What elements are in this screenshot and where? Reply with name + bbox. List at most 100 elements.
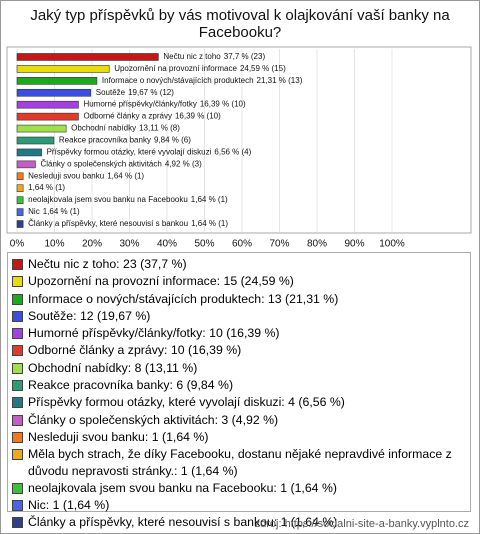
bar-value-label: 16,39 % (10): [175, 112, 221, 121]
legend-swatch: [12, 397, 23, 409]
x-tick-label: 60%: [232, 239, 252, 250]
legend-label: Odborné články a zprávy: 10 (16,39 %): [28, 343, 242, 358]
legend-swatch: [12, 362, 23, 374]
legend-swatch: [12, 431, 23, 443]
bar-value-label: 1,64 % (1): [43, 207, 80, 216]
legend-item: Nečtu nic z toho: 23 (37,7 %): [12, 256, 466, 272]
legend-label: neolajkovala jsem svou banku na Facebook…: [28, 480, 337, 495]
bar-label: Nečtu nic z toho 37,7 % (23): [163, 52, 265, 61]
legend-swatch: [12, 517, 23, 529]
chart-title: Jaký typ příspěvků by vás motivoval k ol…: [30, 7, 450, 41]
legend-item: Humorné příspěvky/články/fotky: 10 (16,3…: [12, 325, 466, 341]
bar-label: Humorné příspěvky/články/fotky 16,39 % (1…: [83, 100, 246, 109]
legend-item: Informace o nových/stávajících produktec…: [12, 291, 466, 307]
bar: [16, 88, 92, 97]
bar: [16, 220, 24, 228]
bar-value-label: 1,64 % (1): [191, 219, 228, 228]
bar-category: Články a příspěvky, které nesouvisí s ba…: [28, 219, 188, 228]
bar: [16, 112, 79, 121]
bar: [16, 77, 98, 85]
bar: [16, 196, 24, 204]
bar: [16, 53, 159, 61]
bar-value-label: 16,39 % (10): [200, 100, 246, 109]
x-tick-label: 30%: [119, 239, 139, 250]
bar-category: Nic: [28, 207, 40, 216]
x-tick-label: 0%: [10, 239, 25, 250]
bar-value-label: 9,84 % (6): [154, 136, 191, 145]
legend-label: Nečtu nic z toho: 23 (37,7 %): [28, 257, 187, 271]
x-tick-label: 10%: [44, 239, 64, 250]
legend-item: Články o společenských aktivitách: 3 (4,…: [12, 412, 466, 428]
legend-label: Články a příspěvky, které nesouvisí s ba…: [28, 515, 338, 530]
bar-category: Humorné příspěvky/články/fotky: [83, 100, 196, 109]
bar-label: Odborné články a zprávy 16,39 % (10): [83, 112, 221, 121]
bar-category: Nesleduji svou banku: [28, 171, 104, 180]
bar-category: Obchodní nabídky: [71, 124, 136, 133]
legend-item: Měla bych strach, že díky Facebooku, dos…: [12, 446, 466, 479]
x-tick-label: 50%: [194, 239, 214, 250]
legend-label: Příspěvky formou otázky, které vyvolají …: [28, 395, 345, 410]
legend-item: Reakce pracovníka banky: 6 (9,84 %): [12, 377, 466, 393]
x-tick-label: 70%: [269, 239, 289, 250]
bar-label: Soutěže 19,67 % (12): [96, 88, 175, 97]
bar-category: Reakce pracovníka banky: [59, 136, 151, 145]
bar-value-label: 6,56 % (4): [214, 148, 251, 157]
legend-swatch: [12, 380, 23, 392]
x-tick-label: 20%: [82, 239, 102, 250]
bar-category: Články o společenských aktivitách: [40, 159, 161, 168]
source: zdroj: https://socialni-site-a-banky.vyp…: [254, 518, 469, 530]
bar-label: neolajkovala jsem svou banku na Facebook…: [28, 195, 228, 204]
bar-label: Upozornění na provozní informace 24,59 % …: [114, 64, 286, 73]
bar-category: Informace o nových/stávajících produktec…: [102, 76, 254, 85]
bar-label: Obchodní nabídky 13,11 % (8): [71, 124, 180, 133]
bar-category: neolajkovala jsem svou banku na Facebook…: [28, 195, 188, 204]
x-tick-label: 90%: [344, 239, 364, 250]
legend-swatch: [12, 328, 23, 340]
legend-label: Soutěže: 12 (19,67 %): [28, 308, 151, 323]
bar-label: 1,64 % (1): [28, 183, 65, 192]
legend-label: Nesleduji svou banku: 1 (1,64 %): [28, 429, 209, 444]
legend-item: neolajkovala jsem svou banku na Facebook…: [12, 480, 466, 496]
legend-swatch: [12, 482, 23, 494]
bar-label: Nic 1,64 % (1): [28, 207, 80, 216]
bar-label: Informace o nových/stávajících produktec…: [102, 76, 303, 85]
legend-swatch: [12, 449, 23, 461]
legend-item: Nic: 1 (1,64 %): [12, 497, 466, 513]
legend-item: Příspěvky formou otázky, které vyvolají …: [12, 394, 466, 410]
legend-swatch: [12, 259, 23, 270]
bar: [16, 160, 36, 169]
bar: [16, 136, 55, 145]
bar: [16, 208, 24, 216]
plot-frame: [6, 46, 472, 234]
legend-item: Obchodní nabídky: 8 (13,11 %): [12, 360, 466, 376]
bar-value-label: 37,7 % (23): [224, 52, 266, 61]
bar-value-label: 1,64 % (1): [28, 183, 65, 192]
x-tick-label: 40%: [157, 239, 177, 250]
legend: Nečtu nic z toho: 23 (37,7 %) Upozornění …: [7, 252, 471, 529]
bar-label: Reakce pracovníka banky 9,84 % (6): [59, 136, 191, 145]
bar-category: Upozornění na provozní informace: [114, 64, 237, 73]
legend-label: Upozornění na provozní informace: 15 (24…: [28, 274, 294, 289]
legend-swatch: [12, 310, 23, 322]
x-tick-label: 80%: [307, 239, 327, 250]
legend-swatch: [12, 276, 23, 288]
bar-value-label: 19,67 % (12): [128, 88, 174, 97]
legend-item: Nesleduji svou banku: 1 (1,64 %): [12, 429, 466, 445]
legend-label: Informace o nových/stávajících produktec…: [28, 291, 339, 306]
legend-label: Obchodní nabídky: 8 (13,11 %): [28, 360, 198, 375]
bar-value-label: 13,11 % (8): [139, 124, 180, 133]
bar-category: Nečtu nic z toho: [163, 52, 221, 61]
legend-label: Reakce pracovníka banky: 6 (9,84 %): [28, 378, 234, 393]
bar-label: Příspěvky formou otázky, které vyvolají …: [47, 148, 252, 157]
bar: [16, 172, 24, 181]
bar: [16, 184, 24, 193]
bar-label: Nesleduji svou banku 1,64 % (1): [28, 171, 144, 180]
legend-swatch: [12, 345, 23, 357]
legend-swatch: [12, 500, 23, 512]
legend-swatch: [12, 293, 23, 305]
bar-label: Články a příspěvky, které nesouvisí s ba…: [28, 219, 228, 228]
bar-value-label: 1,64 % (1): [107, 171, 144, 180]
bar-label: Články o společenských aktivitách 4,92 % …: [40, 159, 202, 168]
bar-value-label: 4,92 % (3): [165, 159, 202, 168]
